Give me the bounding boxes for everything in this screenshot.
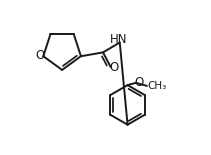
Text: O: O [134, 76, 143, 89]
Text: O: O [35, 49, 45, 62]
Text: O: O [109, 61, 119, 74]
Text: HN: HN [110, 33, 128, 46]
Text: CH₃: CH₃ [148, 81, 167, 91]
